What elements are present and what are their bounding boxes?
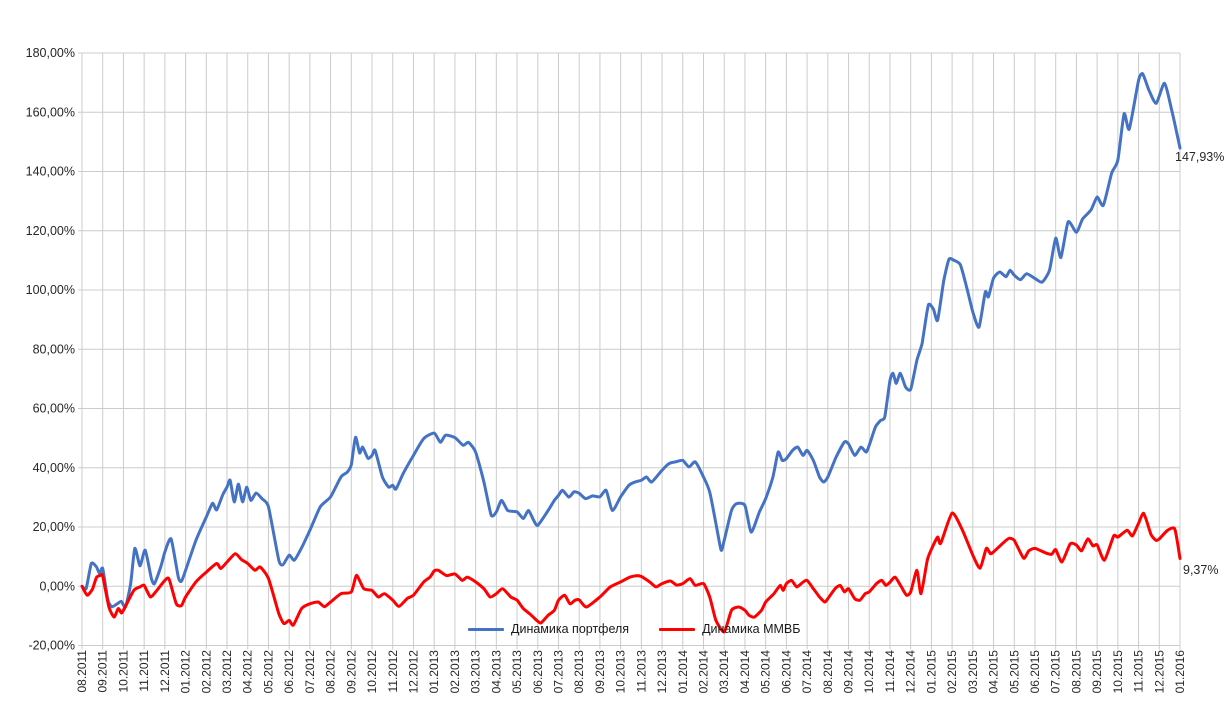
x-axis-tick-label: 07.2015 [1049,650,1063,694]
x-axis-tick-label: 09.2011 [96,650,110,693]
x-axis-tick-label: 12.2014 [904,650,918,694]
x-axis-tick-label: 04.2015 [987,650,1001,694]
x-axis-tick-label: 01.2013 [427,650,441,694]
x-axis-tick-label: 01.2016 [1173,650,1187,694]
x-axis-tick-label: 09.2014 [842,650,856,694]
legend-item-portfolio: Динамика портфеля [468,622,629,636]
y-axis-tick-label: 20,00% [33,520,75,534]
x-axis-tick-label: 12.2015 [1152,650,1166,694]
legend-line-portfolio-swatch [468,627,504,631]
y-axis-tick-label: 180,00% [26,46,75,60]
x-axis-tick-label: 02.2015 [945,650,959,694]
y-axis-tick-label: 160,00% [26,105,75,119]
x-axis-tick-label: 05.2012 [261,650,275,694]
x-axis-tick-label: 12.2011 [158,650,172,693]
legend-line-micex-swatch [659,627,696,631]
x-axis-tick-label: 11.2012 [386,650,400,693]
y-axis-tick-label: 40,00% [33,461,75,475]
y-axis-tick-label: 140,00% [26,165,75,179]
legend: Динамика портфеля Динамика ММВБ [468,622,800,636]
portfolio-end-value-label: 147,93% [1175,150,1225,164]
x-axis-tick-label: 01.2015 [924,650,938,694]
legend-label-portfolio: Динамика портфеля [511,622,630,636]
x-axis-tick-label: 06.2015 [1028,650,1042,694]
x-axis-tick-label: 05.2015 [1007,650,1021,694]
series-micex-line [80,511,1182,634]
x-axis-tick-label: 07.2012 [303,650,317,694]
x-axis-tick-label: 02.2014 [697,650,711,694]
x-axis-tick-label: 11.2015 [1132,650,1146,693]
x-axis-tick-label: 05.2014 [759,650,773,694]
y-axis-tick-label: 0,00% [40,579,75,593]
x-axis-tick-label: 10.2011 [116,650,130,693]
x-axis-tick-label: 08.2011 [75,650,89,693]
y-axis-tick-label: 60,00% [33,402,75,416]
x-axis-tick-label: 11.2011 [137,650,151,692]
x-axis-tick-label: 05.2013 [510,650,524,694]
x-axis-tick-label: 10.2014 [862,650,876,694]
x-axis-tick-label: 01.2014 [676,650,690,694]
x-axis-tick-label: 06.2013 [531,650,545,694]
x-axis-tick-label: 09.2012 [344,650,358,694]
x-axis-tick-label: 04.2012 [241,650,255,694]
x-axis-tick-label: 09.2015 [1090,650,1104,694]
series-portfolio-line [80,72,1182,609]
x-axis-tick-label: 02.2013 [448,650,462,694]
x-axis-tick-label: 04.2014 [738,650,752,694]
x-axis-tick-label: 03.2015 [966,650,980,694]
x-axis-tick-label: 08.2015 [1069,650,1083,694]
x-axis-tick-label: 02.2012 [199,650,213,694]
x-axis-tick-label: 08.2012 [324,650,338,694]
micex-end-value-label: 9,37% [1183,563,1219,577]
x-axis-tick-label: 08.2013 [572,650,586,694]
x-axis-tick-label: 03.2012 [220,650,234,694]
x-axis-tick-label: 06.2012 [282,650,296,694]
y-axis-tick-label: -20,00% [28,639,75,653]
x-axis-tick-label: 08.2014 [821,650,835,694]
x-axis-tick-label: 07.2014 [800,650,814,694]
x-axis-tick-label: 10.2015 [1111,650,1125,694]
x-axis-tick-label: 03.2013 [469,650,483,694]
x-axis-tick-label: 11.2013 [634,650,648,693]
y-axis-tick-label: 100,00% [26,283,75,297]
y-axis-tick-label: 120,00% [26,224,75,238]
x-axis-tick-label: 09.2013 [593,650,607,694]
x-axis-tick-label: 03.2014 [717,650,731,694]
y-axis-tick-label: 80,00% [33,342,75,356]
legend-item-micex: Динамика ММВБ [659,622,800,636]
legend-label-micex: Динамика ММВБ [702,622,801,636]
x-axis-tick-label: 07.2013 [551,650,565,694]
x-axis-tick-label: 04.2013 [489,650,503,694]
x-axis-tick-label: 12.2013 [655,650,669,694]
x-axis-tick-label: 10.2012 [365,650,379,694]
x-axis-tick-label: 10.2013 [614,650,628,694]
x-axis-tick-label: 01.2012 [179,650,193,694]
x-axis-tick-label: 06.2014 [779,650,793,694]
x-axis-tick-label: 12.2012 [406,650,420,694]
x-axis-tick-label: 11.2014 [883,650,897,693]
